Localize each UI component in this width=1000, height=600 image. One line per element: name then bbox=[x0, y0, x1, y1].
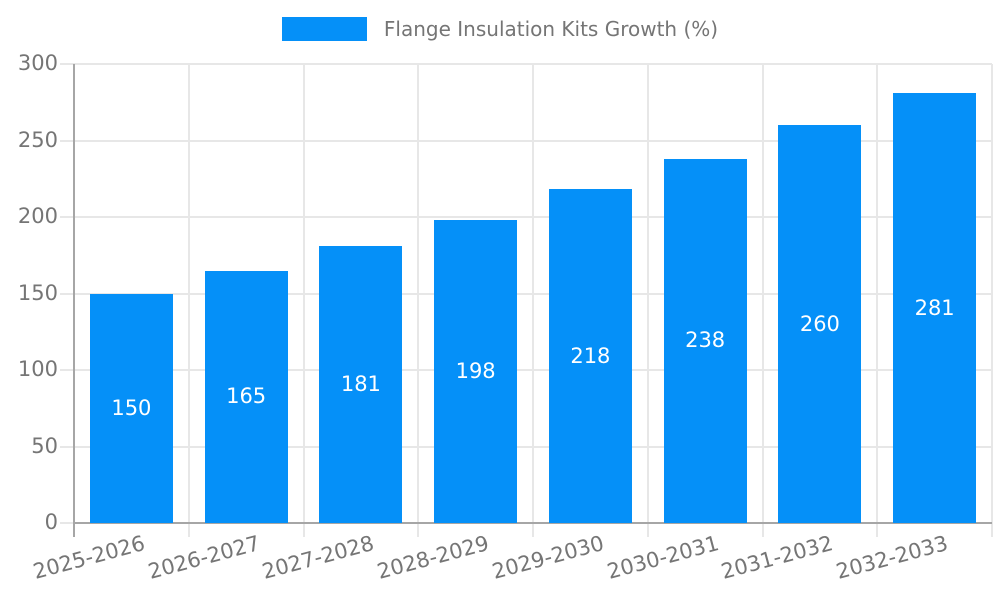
y-tick-label: 250 bbox=[17, 127, 58, 152]
bar-value-label: 198 bbox=[455, 359, 496, 384]
v-gridline bbox=[991, 64, 993, 537]
bar-value-label: 281 bbox=[914, 295, 955, 320]
bar: 218 bbox=[548, 189, 632, 523]
legend-swatch bbox=[281, 17, 367, 41]
x-tick-label: 2032-2033 bbox=[833, 531, 951, 584]
bar: 165 bbox=[204, 270, 288, 523]
legend-series-label: Flange Insulation Kits Growth (%) bbox=[383, 17, 719, 41]
x-tick-label: 2030-2031 bbox=[604, 531, 722, 584]
y-axis-line bbox=[73, 64, 75, 537]
v-gridline bbox=[187, 64, 190, 537]
bar-value-label: 238 bbox=[685, 328, 726, 353]
x-tick-label: 2025-2026 bbox=[30, 531, 148, 584]
bar-value-label: 150 bbox=[111, 395, 152, 420]
v-gridline bbox=[761, 64, 764, 537]
h-gridline bbox=[60, 369, 992, 371]
y-tick-label: 0 bbox=[44, 510, 58, 534]
x-tick-label: 2031-2032 bbox=[719, 531, 836, 584]
bar: 181 bbox=[319, 246, 403, 523]
y-tick-label: 300 bbox=[17, 51, 58, 75]
x-tick-label: 2026-2027 bbox=[145, 531, 263, 584]
v-gridline bbox=[302, 64, 305, 537]
bar: 260 bbox=[778, 125, 862, 523]
v-gridline bbox=[532, 64, 534, 537]
x-tick-label: 2027-2028 bbox=[260, 531, 377, 584]
x-axis-line bbox=[73, 522, 992, 524]
bar-value-label: 218 bbox=[570, 343, 611, 368]
y-tick-label: 100 bbox=[17, 357, 58, 381]
bar-value-label: 165 bbox=[226, 384, 267, 409]
legend: Flange Insulation Kits Growth (%) bbox=[0, 17, 1000, 41]
v-gridline bbox=[417, 64, 420, 537]
h-gridline bbox=[60, 139, 992, 142]
bar: 150 bbox=[89, 293, 173, 523]
h-gridline bbox=[60, 216, 992, 218]
bar: 281 bbox=[893, 93, 977, 523]
bar-value-label: 181 bbox=[340, 372, 381, 397]
bar: 238 bbox=[663, 158, 747, 523]
v-gridline bbox=[646, 64, 649, 537]
v-gridline bbox=[876, 64, 879, 537]
bar: 198 bbox=[434, 220, 518, 523]
y-zero-tick-mark bbox=[60, 522, 74, 524]
x-tick-label: 2028-2029 bbox=[374, 531, 492, 584]
h-gridline bbox=[60, 445, 992, 448]
y-tick-label: 200 bbox=[17, 204, 58, 228]
y-tick-label: 150 bbox=[17, 280, 58, 305]
y-tick-label: 50 bbox=[31, 433, 58, 458]
bar-value-label: 260 bbox=[799, 311, 840, 336]
x-tick-label: 2029-2030 bbox=[489, 531, 607, 584]
h-gridline bbox=[60, 63, 992, 65]
h-gridline bbox=[60, 292, 992, 295]
